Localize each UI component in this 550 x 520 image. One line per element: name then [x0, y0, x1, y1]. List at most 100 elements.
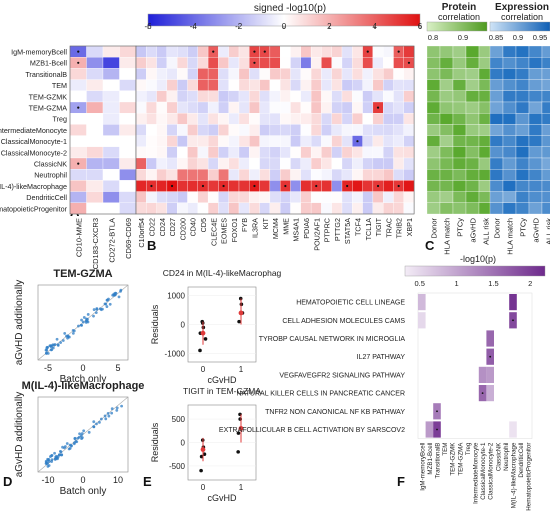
- scatter-point: [63, 445, 67, 448]
- heatmap-cell: [69, 169, 87, 181]
- column-label: MME: [281, 218, 290, 235]
- heatmap-cell: [207, 113, 219, 125]
- heatmap-cell: [146, 191, 157, 203]
- pathway-colorbar-title: -log10(p): [460, 254, 496, 264]
- heatmap-cell: [352, 157, 363, 170]
- scatter-point: [92, 314, 95, 318]
- heatmap-cell: [300, 146, 312, 159]
- heatmap-cell: [238, 124, 250, 136]
- column-label: PTTG2: [333, 218, 342, 241]
- heatmap-cell: [352, 79, 363, 91]
- correlation-cell: [439, 157, 454, 170]
- pathway-cell: [509, 421, 517, 438]
- heatmap-cell: [341, 79, 353, 91]
- correlation-cell: [502, 135, 517, 147]
- heatmap-cell: [341, 146, 353, 159]
- correlation-cell: [541, 180, 550, 192]
- heatmap-cell: [393, 135, 404, 147]
- heatmap-cell: [321, 113, 332, 125]
- heatmap-cell: [156, 57, 168, 69]
- mean-point: [200, 447, 206, 452]
- correlation-cell: [489, 191, 504, 203]
- correlation-cell: [528, 57, 543, 69]
- correlation-cell: [465, 202, 480, 215]
- correlation-cell: [502, 157, 517, 170]
- colorbar-tick-label: -2: [235, 22, 243, 31]
- pathway-column-label: MZB1-Bcell: [427, 443, 434, 475]
- heatmap-cell: [310, 57, 322, 69]
- heatmap-cell: [259, 146, 271, 159]
- scatter-point: [86, 313, 90, 316]
- pathway-column-label: TEM-GZMK: [450, 442, 457, 476]
- heatmap-cell: [372, 57, 384, 69]
- correlation-cell: [515, 191, 530, 203]
- heatmap-cell: [102, 68, 120, 80]
- heatmap-cell: [393, 113, 404, 125]
- heatmap-cell: [393, 68, 404, 80]
- correlation-cell: [541, 135, 550, 147]
- residual-xlabel: cGvHD: [208, 493, 238, 503]
- heatmap-cell: [197, 191, 209, 203]
- heatmap-cell: [177, 146, 188, 159]
- row-label: IntermediateMonocyte: [0, 126, 67, 135]
- correlation-cell: [426, 191, 441, 203]
- scatter-point: [110, 411, 114, 415]
- scatter-panel-d: TEM-GZMA -5 0 5 Batch only aGvHD additionally…: [14, 268, 144, 497]
- heatmap-cell: [383, 135, 394, 147]
- scatter-point: [87, 430, 91, 434]
- heatmap-cell: [321, 45, 332, 58]
- scatter-point: [101, 307, 104, 311]
- heatmap-cell: [119, 146, 137, 159]
- residual-tick-label: 500: [172, 415, 186, 424]
- heatmap-cell: [269, 101, 281, 114]
- heatmap-cell: [86, 68, 104, 80]
- heatmap-cell: [187, 180, 198, 192]
- scatter-point: [73, 437, 77, 441]
- heatmap-cell: [187, 68, 198, 80]
- heatmap-cell: [393, 101, 404, 114]
- heatmap-cell: [300, 191, 312, 203]
- significance-dot: [376, 106, 380, 109]
- column-label: CD40: [189, 218, 198, 236]
- heatmap-cell: [352, 124, 363, 136]
- heatmap-cell: [280, 90, 291, 103]
- pathway-column-label: IntermediateMonocyte: [473, 442, 480, 504]
- correlation-cell: [465, 79, 480, 91]
- heatmap-cell: [177, 113, 188, 125]
- colorbar-tick-label: 4: [372, 22, 377, 31]
- residual-ylabel: Residuals: [150, 422, 160, 462]
- heatmap-cell: [383, 124, 394, 136]
- heatmap-cell: [69, 135, 87, 147]
- heatmap-cell: [197, 57, 209, 69]
- heatmap-cell: [383, 101, 394, 114]
- heatmap-cell: [321, 191, 332, 203]
- column-label: TRAC: [384, 218, 393, 238]
- heatmap-cell: [403, 157, 415, 170]
- heatmap-cell: [197, 135, 209, 147]
- correlation-cell: [465, 57, 480, 69]
- correlation-cell: [439, 68, 454, 80]
- heatmap-cell: [310, 113, 322, 125]
- scatter-point: [112, 293, 116, 297]
- heatmap-cell: [300, 135, 312, 147]
- column-label: CLEC4E: [209, 218, 218, 246]
- correlation-cell: [515, 68, 530, 80]
- scatter-point: [72, 329, 76, 333]
- correlation-cell: [489, 202, 504, 215]
- heatmap-cell: [102, 135, 120, 147]
- heatmap-cell: [280, 79, 291, 91]
- correlation-cell: [489, 101, 504, 114]
- heatmap-cell: [207, 157, 219, 170]
- heatmap-cell: [331, 146, 343, 159]
- heatmap-cell: [321, 135, 332, 147]
- correlation-cell: [502, 57, 517, 69]
- heatmap-cell: [69, 113, 87, 125]
- heatmap-cell: [280, 57, 291, 69]
- heatmap-cell: [238, 202, 250, 215]
- scatter-point: [103, 414, 107, 418]
- heatmap-cell: [166, 90, 178, 103]
- residual-point: [202, 452, 207, 457]
- scatter-point: [49, 348, 53, 352]
- heatmap-cell: [362, 57, 374, 69]
